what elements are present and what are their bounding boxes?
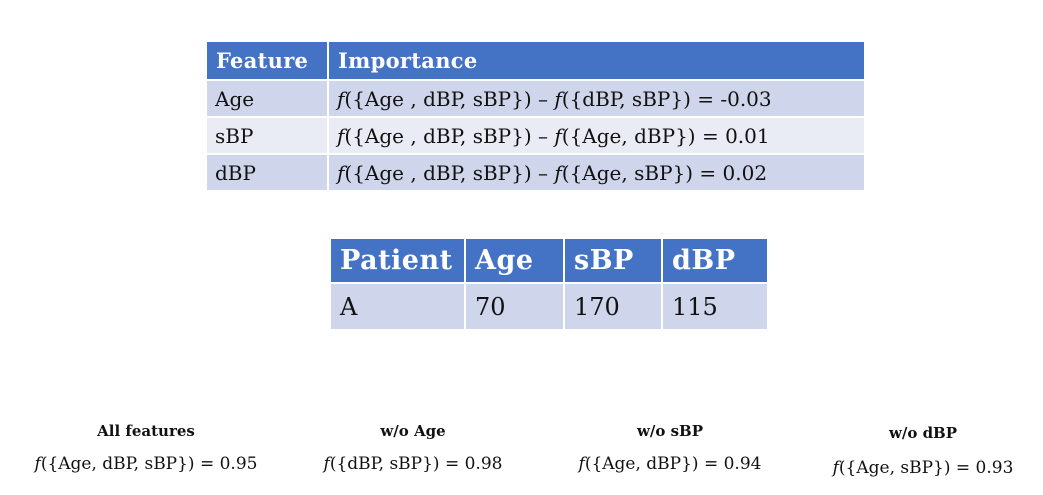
function-symbol: f: [323, 454, 330, 474]
function-symbol: f: [832, 458, 839, 478]
result-all-features: All features f({Age, dBP, sBP}) = 0.95: [30, 420, 262, 474]
importance-cell: f({Age , dBP, sBP}) – f({dBP, sBP}) = -0…: [328, 80, 864, 118]
table-row: dBP f({Age , dBP, sBP}) – f({Age, sBP}) …: [207, 154, 864, 192]
function-symbol: f: [337, 160, 345, 185]
formula-text: ({dBP, sBP}) = 0.98: [329, 454, 503, 474]
result-formula: f({dBP, sBP}) = 0.98: [318, 454, 508, 474]
result-title: w/o sBP: [636, 422, 704, 440]
column-header-dbp: dBP: [662, 239, 767, 284]
column-header-sbp: sBP: [564, 239, 663, 284]
table-row: A 70 170 115: [331, 283, 767, 329]
function-symbol: f: [578, 454, 585, 474]
result-formula: f({Age, sBP}) = 0.93: [832, 458, 1014, 478]
result-formula: f({Age, dBP, sBP}) = 0.95: [30, 454, 262, 474]
feature-cell: dBP: [207, 154, 329, 192]
result-title: w/o dBP: [888, 424, 958, 442]
formula-text: ({Age, sBP}) = 0.93: [838, 458, 1014, 478]
importance-cell: f({Age , dBP, sBP}) – f({Age, dBP}) = 0.…: [328, 117, 864, 155]
result-formula: f({Age, dBP}) = 0.94: [575, 454, 765, 474]
sbp-cell: 170: [564, 283, 663, 329]
table-row: sBP f({Age , dBP, sBP}) – f({Age, dBP}) …: [207, 117, 864, 155]
column-header-age: Age: [465, 239, 565, 284]
column-header-patient: Patient: [331, 239, 466, 284]
result-without-age: w/o Age f({dBP, sBP}) = 0.98: [318, 420, 508, 474]
dbp-cell: 115: [662, 283, 767, 329]
feature-importance-table: Feature Importance Age f({Age , dBP, sBP…: [207, 42, 864, 192]
expression-part: ({Age, sBP}) = 0.02: [561, 160, 768, 185]
function-symbol: f: [554, 123, 562, 148]
patient-cell: A: [331, 283, 466, 329]
column-header-feature: Feature: [207, 42, 329, 81]
function-symbol: f: [337, 86, 345, 111]
result-without-dbp: w/o dBP f({Age, sBP}) = 0.93: [832, 422, 1014, 478]
function-symbol: f: [337, 123, 345, 148]
importance-cell: f({Age , dBP, sBP}) – f({Age, sBP}) = 0.…: [328, 154, 864, 192]
expression-part: ({Age, dBP}) = 0.01: [561, 123, 770, 148]
function-symbol: f: [34, 454, 41, 474]
expression-part: ({Age , dBP, sBP}) –: [344, 160, 555, 185]
patient-table: Patient Age sBP dBP A 70 170 115: [331, 239, 767, 329]
result-title: All features: [97, 422, 195, 440]
result-without-sbp: w/o sBP f({Age, dBP}) = 0.94: [575, 420, 765, 474]
table-row: Age f({Age , dBP, sBP}) – f({dBP, sBP}) …: [207, 80, 864, 118]
feature-cell: Age: [207, 80, 329, 118]
function-symbol: f: [554, 86, 562, 111]
expression-part: ({Age , dBP, sBP}) –: [344, 86, 555, 111]
expression-part: ({Age , dBP, sBP}) –: [344, 123, 555, 148]
column-header-importance: Importance: [328, 42, 864, 81]
result-title: w/o Age: [380, 422, 446, 440]
feature-cell: sBP: [207, 117, 329, 155]
age-cell: 70: [465, 283, 565, 329]
expression-part: ({dBP, sBP}) = -0.03: [561, 86, 772, 111]
table-header-row: Patient Age sBP dBP: [331, 239, 767, 284]
formula-text: ({Age, dBP, sBP}) = 0.95: [40, 454, 258, 474]
formula-text: ({Age, dBP}) = 0.94: [584, 454, 762, 474]
table-header-row: Feature Importance: [207, 42, 864, 81]
function-symbol: f: [554, 160, 562, 185]
